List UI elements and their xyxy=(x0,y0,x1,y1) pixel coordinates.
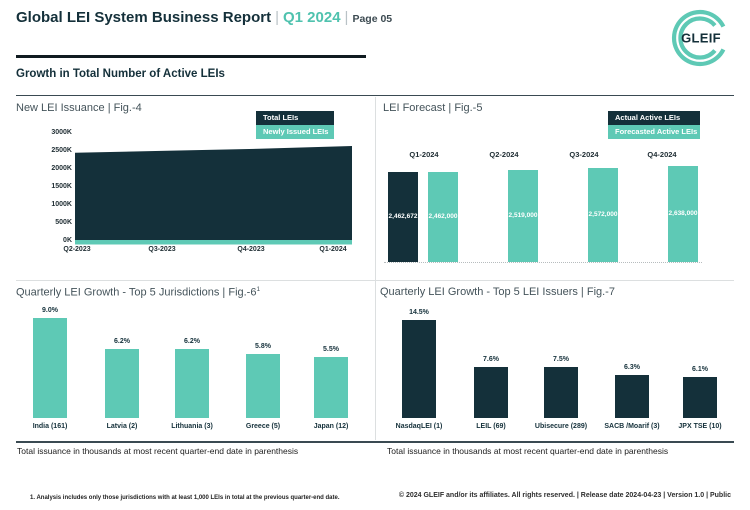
y-tick-label: 1000K xyxy=(51,201,72,208)
y-tick-label: 500K xyxy=(55,219,72,226)
bar-category-label: NasdaqLEI (1) xyxy=(395,423,443,430)
x-category-label: Q1-2024 xyxy=(409,150,439,159)
note-issuers: Total issuance in thousands at most rece… xyxy=(387,446,669,456)
bar-category-label: Greece (5) xyxy=(245,423,281,430)
growth-bar xyxy=(33,318,67,418)
report-header: Global LEI System Business Report | Q1 202… xyxy=(16,9,392,26)
footnote: 1. Analysis includes only those jurisdic… xyxy=(30,495,340,501)
header-rule xyxy=(16,55,366,58)
x-category-label: Q3-2024 xyxy=(569,150,599,159)
bar-category-label: Lithuania (3) xyxy=(171,423,213,430)
growth-bar xyxy=(105,349,139,418)
bottom-rule xyxy=(16,441,734,443)
legend-fig4: Total LEIs Newly Issued LEIs xyxy=(256,111,334,139)
bar-value-label: 5.5% xyxy=(323,346,339,353)
legend-item-forecasted-active-leis: Forecasted Active LEIs xyxy=(608,125,700,139)
chart-panel-lei-forecast: LEI Forecast | Fig.-5 Actual Active LEIs… xyxy=(380,96,734,278)
y-tick-label: 3000K xyxy=(51,129,72,136)
chart-title-fig7: Quarterly LEI Growth - Top 5 LEI Issuers… xyxy=(380,286,615,298)
growth-bar xyxy=(175,349,209,418)
total-leis-area xyxy=(75,146,352,240)
chart-title-fig5: LEI Forecast | Fig.-5 xyxy=(383,102,483,114)
report-title: Global LEI System Business Report xyxy=(16,9,272,26)
fig5-bar-forecast xyxy=(668,166,698,262)
bar-category-label: JPX TSE (10) xyxy=(678,423,722,430)
bar-category-label: Latvia (2) xyxy=(106,423,138,430)
chart-title-fig6-footnote-marker: 1 xyxy=(256,286,261,293)
bar-category-label: LEIL (69) xyxy=(476,423,506,430)
bar-value-label: 9.0% xyxy=(42,307,58,314)
area-chart-fig4 xyxy=(75,146,352,245)
axis-baseline xyxy=(384,262,702,263)
fig5-bar-actual xyxy=(388,172,418,262)
y-tick-label: 0K xyxy=(63,237,72,244)
bar-value-label: 2,462,672 xyxy=(388,213,418,220)
bar-value-label: 5.8% xyxy=(255,343,271,350)
x-tick-label: Q1-2024 xyxy=(319,246,347,253)
bar-value-label: 6.3% xyxy=(624,364,640,371)
header-separator: | xyxy=(344,9,349,26)
growth-bar xyxy=(246,354,280,418)
bar-value-label: 2,572,000 xyxy=(588,211,618,218)
legend-item-newly-issued-leis: Newly Issued LEIs xyxy=(256,125,334,139)
top-rule xyxy=(16,95,734,96)
legend-item-total-leis: Total LEIs xyxy=(256,111,334,125)
bar-value-label: 7.6% xyxy=(483,356,499,363)
y-tick-label: 2500K xyxy=(51,147,72,154)
bar-value-label: 14.5% xyxy=(409,309,429,316)
newly-issued-leis-area xyxy=(75,240,352,245)
growth-bar xyxy=(402,320,436,418)
bar-value-label: 2,638,000 xyxy=(668,210,698,217)
header-separator: | xyxy=(275,9,279,26)
column-divider xyxy=(375,97,376,440)
fig5-bar-forecast xyxy=(428,172,458,262)
growth-bar xyxy=(615,375,649,418)
chart-title-fig6-text: Quarterly LEI Growth - Top 5 Jurisdictio… xyxy=(16,286,257,299)
bar-category-label: Ubisecure (289) xyxy=(534,423,588,430)
growth-bar xyxy=(683,377,717,418)
bar-value-label: 6.1% xyxy=(692,366,708,373)
x-category-label: Q4-2024 xyxy=(647,150,677,159)
chart-title-fig6: Quarterly LEI Growth - Top 5 Jurisdictio… xyxy=(16,286,260,299)
copyright-line: © 2024 GLEIF and/or its affiliates. All … xyxy=(398,492,731,499)
fig5-bar-forecast xyxy=(508,170,538,262)
bar-category-label: India (161) xyxy=(32,423,68,430)
chart-panel-top5-lei-issuers: Quarterly LEI Growth - Top 5 LEI Issuers… xyxy=(380,282,734,442)
logo-text: GLEIF xyxy=(681,31,721,46)
chart-title-fig4: New LEI Issuance | Fig.-4 xyxy=(16,102,142,114)
growth-bar xyxy=(314,357,348,418)
chart-panel-new-lei-issuance: New LEI Issuance | Fig.-4 Total LEIs New… xyxy=(16,96,370,278)
x-tick-label: Q2-2023 xyxy=(63,246,91,253)
section-heading: Growth in Total Number of Active LEIs xyxy=(16,68,225,80)
bar-value-label: 6.2% xyxy=(184,338,200,345)
legend-item-actual-active-leis: Actual Active LEIs xyxy=(608,111,700,125)
gleif-logo: GLEIF xyxy=(672,9,726,67)
bar-category-label: SACB /Moarif (3) xyxy=(604,423,660,430)
y-tick-label: 1500K xyxy=(51,183,72,190)
x-category-label: Q2-2024 xyxy=(489,150,519,159)
page-number: Page 05 xyxy=(352,13,393,25)
bar-value-label: 2,462,000 xyxy=(428,213,458,220)
fig5-bar-forecast xyxy=(588,168,618,262)
bar-value-label: 6.2% xyxy=(114,338,130,345)
y-tick-label: 2000K xyxy=(51,165,72,172)
bar-category-label: Japan (12) xyxy=(313,423,349,430)
logo-inner-ring xyxy=(678,16,717,60)
x-tick-label: Q3-2023 xyxy=(148,246,176,253)
chart-panel-top5-jurisdictions: Quarterly LEI Growth - Top 5 Jurisdictio… xyxy=(16,282,370,442)
x-tick-label: Q4-2023 xyxy=(237,246,265,253)
logo-outer-ring xyxy=(672,9,726,67)
legend-fig5: Actual Active LEIs Forecasted Active LEI… xyxy=(608,111,700,139)
bar-value-label: 7.5% xyxy=(553,356,569,363)
row-divider xyxy=(16,280,734,281)
report-period: Q1 2024 xyxy=(282,9,341,26)
growth-bar xyxy=(544,367,578,418)
note-jurisdictions: Total issuance in thousands at most rece… xyxy=(17,446,299,456)
bar-value-label: 2,519,000 xyxy=(508,212,538,219)
growth-bar xyxy=(474,367,508,418)
